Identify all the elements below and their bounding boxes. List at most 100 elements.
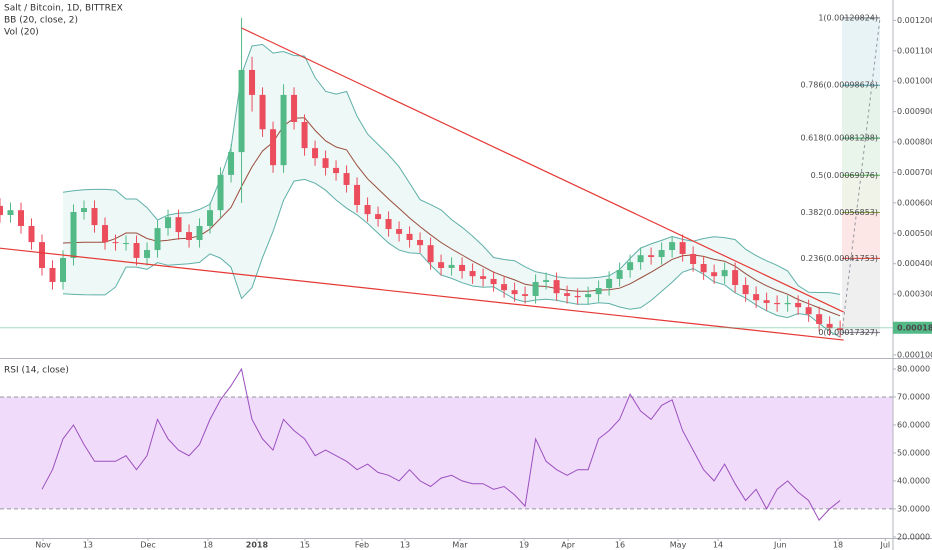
- candle-body: [721, 270, 728, 277]
- y-tick-label: 80.0000: [897, 364, 930, 373]
- candle-body: [564, 293, 571, 296]
- candle-body: [543, 280, 550, 282]
- candle-body: [60, 257, 67, 282]
- x-tick-label: Dec: [140, 541, 155, 550]
- y-tick-label: 20.0000: [897, 532, 930, 541]
- rsi-line: [41, 367, 841, 521]
- back-layer: [0, 17, 893, 510]
- x-tick-label: 2018: [246, 541, 269, 550]
- candle-body: [459, 264, 466, 272]
- bb-upper: [62, 43, 841, 295]
- candle-body: [175, 217, 182, 233]
- candle-body: [837, 328, 844, 331]
- candle-body: [186, 232, 193, 240]
- y-tick-label: 0.00090000: [897, 107, 932, 116]
- candle-body: [753, 294, 760, 301]
- x-tick-label: 19: [519, 541, 529, 550]
- y-tick-label: 40.0000: [897, 476, 930, 485]
- x-tick-label: 15: [300, 541, 310, 550]
- fib-label: 0.382(0.00056853): [801, 208, 879, 217]
- candle-body: [448, 264, 455, 268]
- y-tick-label: 70.0000: [897, 392, 930, 401]
- y-tick-label: 0.00080000: [897, 138, 932, 147]
- candle-body: [469, 271, 476, 277]
- candle-body: [28, 225, 35, 243]
- candle-body: [805, 307, 812, 315]
- candle-body: [238, 69, 245, 153]
- candle-body: [679, 242, 686, 254]
- y-tick-label: 0.00100000: [897, 77, 932, 86]
- axis-layer: 0.00010000 0.00030000 0.00040000 0.00050000…: [35, 16, 932, 550]
- trendline: [0, 247, 844, 341]
- fib-zone: [842, 258, 880, 333]
- x-tick-label: 18: [203, 541, 213, 550]
- fib-zone: [842, 175, 880, 213]
- y-tick-label: 0.00110000: [897, 46, 932, 55]
- y-tick-label: 0.00010000: [897, 350, 932, 359]
- y-tick-label: 60.0000: [897, 420, 930, 429]
- fib-label: 1(0.00120824): [818, 13, 878, 22]
- candle-body: [690, 253, 697, 265]
- candle-body: [207, 210, 214, 226]
- candle-body: [742, 285, 749, 295]
- candle-body: [322, 158, 329, 168]
- candle-body: [700, 264, 707, 273]
- candle-body: [70, 212, 77, 258]
- candle-body: [532, 281, 539, 296]
- candle-body: [385, 218, 392, 230]
- fib-label: 0(0.00017327): [818, 328, 878, 337]
- x-tick-label: 13: [400, 541, 410, 550]
- x-tick-label: 18: [833, 541, 843, 550]
- y-tick-label: 50.0000: [897, 448, 930, 457]
- candle-body: [91, 208, 98, 226]
- candle-body: [553, 280, 560, 294]
- candle-body: [217, 174, 224, 211]
- trendline: [241, 27, 844, 313]
- candle-body: [595, 288, 602, 295]
- candle-body: [0, 205, 3, 216]
- candle-body: [228, 152, 235, 175]
- x-tick-label: Mar: [452, 541, 468, 550]
- candle-body: [501, 284, 508, 291]
- fib-label: 0.618(0.00081288): [801, 134, 879, 143]
- candle-body: [133, 243, 140, 258]
- candle-body: [144, 250, 151, 258]
- candle-body: [270, 129, 277, 166]
- x-tick-label: 16: [615, 541, 625, 550]
- x-tick-label: Jun: [773, 541, 787, 550]
- candle-body: [49, 267, 56, 282]
- candle-body: [154, 228, 161, 251]
- bb-basis: [62, 117, 841, 317]
- candle-body: [816, 314, 823, 324]
- candle-body: [490, 278, 497, 285]
- candle-body: [669, 242, 676, 251]
- candle-body: [606, 278, 613, 289]
- candle-body: [102, 225, 109, 243]
- x-tick-label: 14: [713, 541, 723, 550]
- x-tick-label: Apr: [561, 541, 576, 550]
- indicator-label: BB (20, close, 2): [4, 16, 78, 26]
- y-tick-label: 0.00030000: [897, 290, 932, 299]
- candle-body: [480, 276, 487, 279]
- candle-body: [291, 94, 298, 122]
- fib-zone: [842, 138, 880, 176]
- candle-body: [637, 255, 644, 263]
- candle-body: [658, 250, 665, 258]
- candle-body: [364, 205, 371, 215]
- bb-lower: [62, 178, 841, 338]
- candle-body: [648, 255, 655, 258]
- fib-trend: [841, 17, 881, 333]
- candle-body: [39, 242, 46, 268]
- indicator-label: Vol (20): [4, 28, 39, 38]
- candle-body: [616, 270, 623, 279]
- candle-body: [774, 302, 781, 305]
- fib-zone: [842, 85, 880, 139]
- candle-body: [196, 225, 203, 240]
- y-tick-label: 30.0000: [897, 504, 930, 513]
- rsi-band: [0, 396, 893, 509]
- candle-body: [427, 245, 434, 263]
- candle-body: [7, 210, 14, 216]
- candle-body: [784, 302, 791, 305]
- candle-body: [406, 233, 413, 240]
- candle-body: [354, 184, 361, 206]
